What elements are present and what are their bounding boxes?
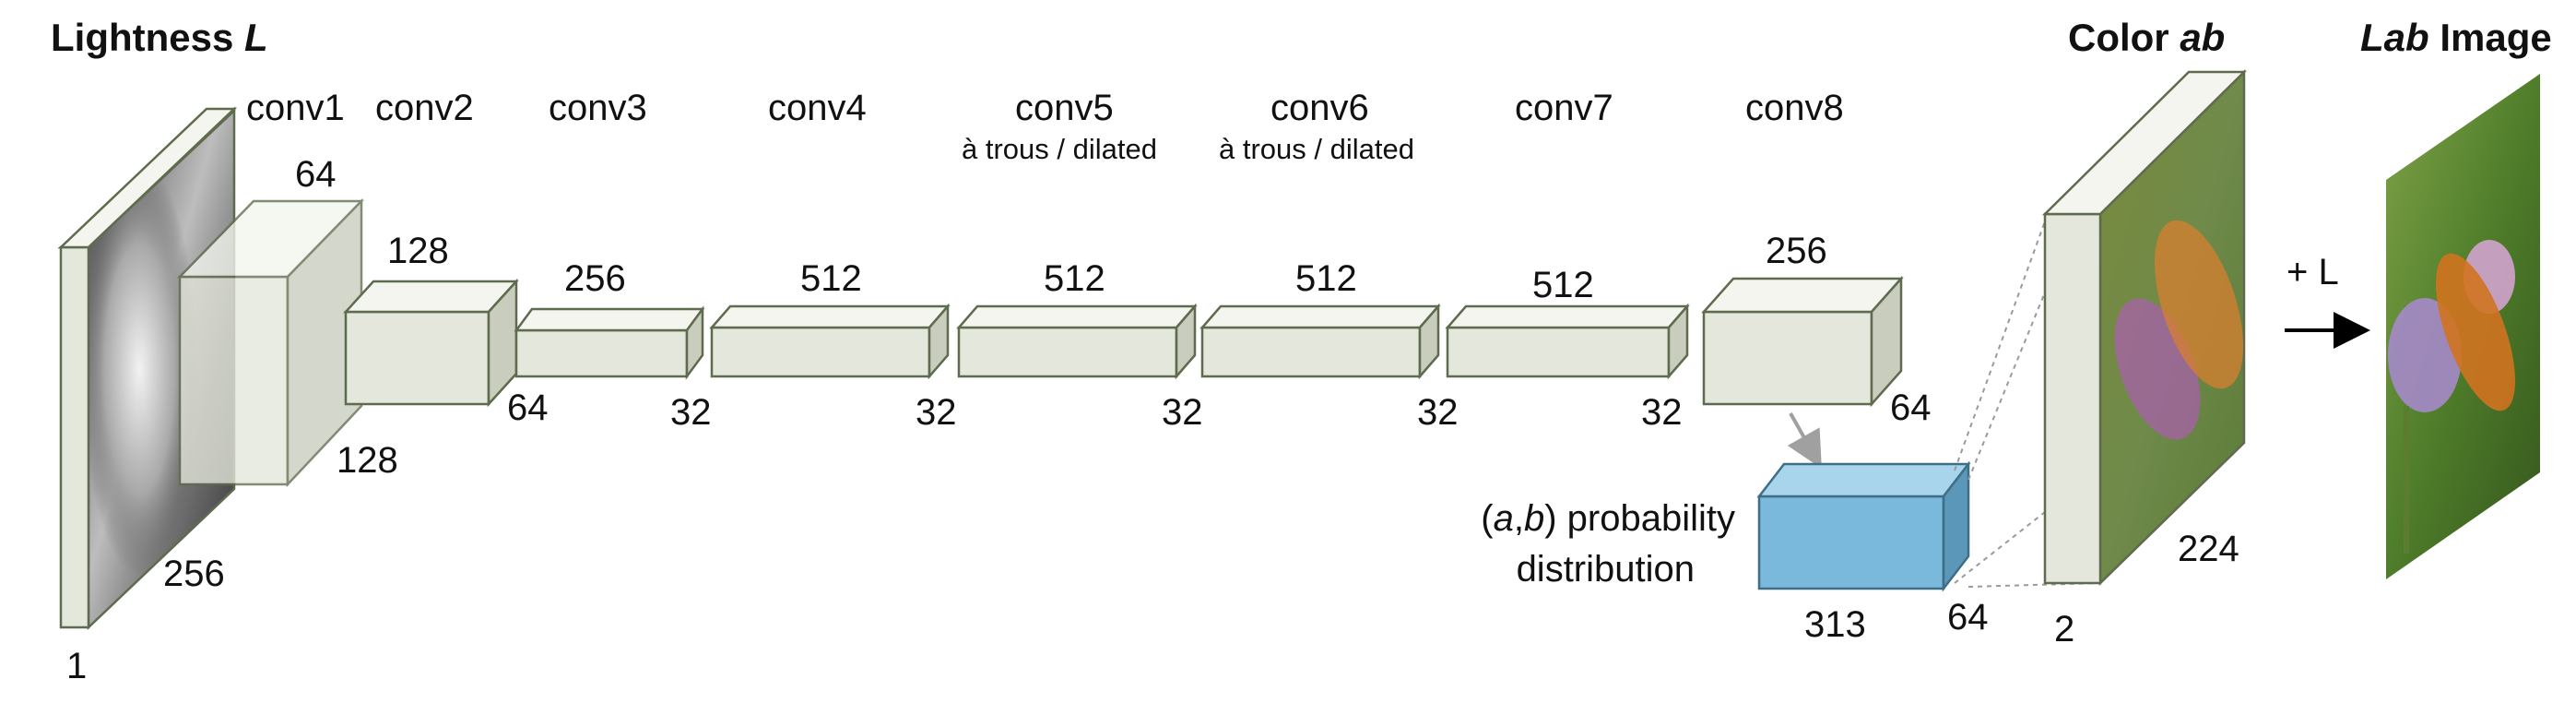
input-lightness-slab [57, 106, 238, 630]
input-title: Lightness L [51, 16, 268, 59]
dim-conv2-size: 64 [507, 387, 549, 428]
conv7-block [1445, 303, 1690, 380]
label-conv2: conv2 [375, 88, 474, 128]
dim-conv8-ch: 256 [1766, 231, 1827, 271]
label-conv3: conv3 [549, 88, 647, 128]
dim-conv5-size: 32 [1162, 392, 1203, 433]
dim-conv1-size: 128 [337, 440, 398, 481]
conv1-block [177, 197, 364, 488]
label-conv1: conv1 [246, 88, 345, 128]
label-conv5-sub: à trous / dilated [962, 133, 1157, 165]
dim-conv4-ch: 512 [800, 258, 862, 299]
projection-lines [1954, 156, 2101, 588]
conv4-block [709, 303, 951, 380]
plus-l-label: + L [2286, 252, 2339, 292]
dim-prob-size: 64 [1947, 597, 1989, 638]
dim-conv5-ch: 512 [1044, 258, 1105, 299]
conv2-block [343, 278, 519, 408]
lab-output-image [2386, 74, 2540, 579]
dim-conv7-ch: 512 [1532, 265, 1594, 305]
color-ab-title: Color ab [2068, 16, 2225, 59]
probability-label-line2: distribution [1517, 549, 1695, 590]
label-conv8: conv8 [1745, 88, 1844, 128]
label-conv4: conv4 [768, 88, 867, 128]
conv8-to-probability-arrow [1787, 412, 1822, 469]
dim-input-depth: 1 [66, 646, 87, 686]
dim-conv6-size: 32 [1417, 392, 1459, 433]
dim-ab-depth: 2 [2054, 609, 2074, 649]
conv6-block [1199, 303, 1441, 380]
dim-input-size: 256 [163, 554, 225, 594]
conv8-block [1701, 275, 1904, 408]
dim-conv8-size: 64 [1890, 387, 1932, 428]
dim-conv7-size: 32 [1641, 392, 1683, 433]
conv3-block [514, 305, 705, 380]
dim-conv6-ch: 512 [1295, 258, 1357, 299]
lab-image-title: Lab Image [2360, 16, 2552, 59]
dim-ab-size: 224 [2178, 529, 2239, 569]
label-conv6: conv6 [1270, 88, 1369, 128]
probability-block [1756, 460, 1971, 592]
label-conv6-sub: à trous / dilated [1219, 133, 1414, 165]
color-ab-slab [2041, 69, 2248, 586]
label-conv5: conv5 [1015, 88, 1114, 128]
dim-conv4-size: 32 [916, 392, 957, 433]
dim-conv3-ch: 256 [564, 258, 626, 299]
conv5-block [956, 303, 1198, 380]
label-conv7: conv7 [1515, 88, 1613, 128]
probability-label-line1: (a,b) probability [1481, 498, 1735, 539]
dim-prob-ch: 313 [1804, 604, 1866, 645]
dim-conv2-ch: 128 [387, 231, 449, 271]
dim-conv1-ch: 64 [295, 154, 337, 195]
dim-conv3-size: 32 [670, 392, 712, 433]
